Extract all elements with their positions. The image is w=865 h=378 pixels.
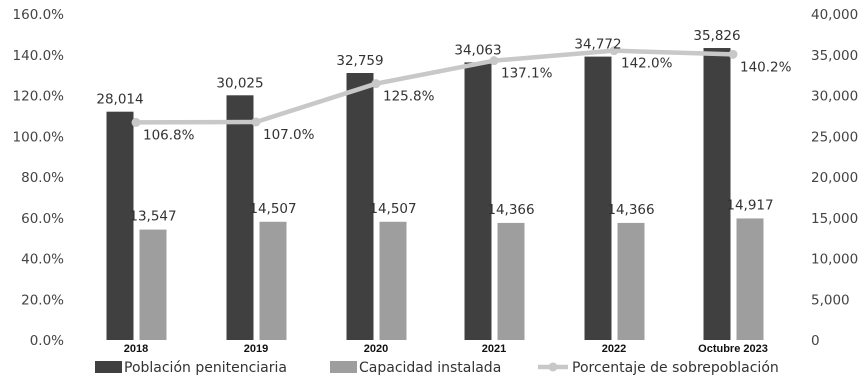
- label-porcentaje-sobrepoblacion: 137.1%: [501, 66, 553, 82]
- legend-swatch-capacidad: [330, 361, 357, 373]
- label-capacidad-instalada: 14,366: [607, 202, 654, 218]
- label-capacidad-instalada: 13,547: [129, 209, 176, 225]
- x-axis: 2018 2019 2020 2021 2022 Octubre 2023: [124, 343, 768, 355]
- label-poblacion-penitenciaria: 35,826: [693, 28, 740, 44]
- bar-poblacion-penitenciaria: [106, 111, 134, 340]
- bar-capacidad-instalada: [497, 222, 525, 340]
- point-porcentaje-sobrepoblacion: [371, 79, 381, 89]
- label-poblacion-penitenciaria: 32,759: [336, 53, 383, 69]
- y-axis-left: 0.0% 20.0% 40.0% 60.0% 80.0% 100.0% 120.0% 140.…: [13, 7, 65, 349]
- legend-label-poblacion: Población penitenciaria: [124, 360, 287, 376]
- y-left-tick-label: 120.0%: [13, 89, 65, 105]
- bar-poblacion-penitenciaria: [703, 48, 731, 341]
- y-right-tick-label: 0: [811, 333, 820, 349]
- label-capacidad-instalada: 14,507: [249, 201, 296, 217]
- legend-label-sobrepoblacion: Porcentaje de sobrepoblación: [572, 360, 779, 376]
- line-series: [131, 46, 738, 127]
- y-left-tick-label: 160.0%: [13, 7, 65, 23]
- bar-capacidad-instalada: [379, 221, 407, 340]
- label-capacidad-instalada: 14,917: [726, 197, 773, 213]
- y-right-tick-label: 5,000: [811, 292, 850, 308]
- label-capacidad-instalada: 14,507: [369, 201, 416, 217]
- y-left-tick-label: 140.0%: [13, 48, 65, 64]
- x-tick-label: 2020: [364, 343, 388, 355]
- y-right-tick-label: 25,000: [811, 129, 858, 145]
- point-porcentaje-sobrepoblacion: [131, 117, 141, 127]
- label-porcentaje-sobrepoblacion: 107.0%: [263, 127, 315, 143]
- bar-capacidad-instalada: [736, 218, 764, 340]
- bar-capacidad-instalada: [139, 229, 167, 340]
- label-porcentaje-sobrepoblacion: 125.8%: [383, 89, 435, 105]
- bar-poblacion-penitenciaria: [584, 56, 612, 340]
- label-poblacion-penitenciaria: 30,025: [216, 75, 263, 91]
- label-poblacion-penitenciaria: 28,014: [96, 92, 143, 108]
- bar-poblacion-penitenciaria: [464, 62, 492, 341]
- x-tick-label: 2019: [244, 343, 268, 355]
- y-axis-right: 0 5,000 10,000 15,000 20,000 25,000 30,000 35,0…: [811, 7, 858, 349]
- y-right-tick-label: 20,000: [811, 170, 858, 186]
- point-porcentaje-sobrepoblacion: [251, 117, 261, 127]
- point-porcentaje-sobrepoblacion: [489, 56, 499, 66]
- y-left-tick-label: 0.0%: [30, 333, 64, 349]
- y-right-tick-label: 15,000: [811, 211, 858, 227]
- y-right-tick-label: 30,000: [811, 89, 858, 105]
- point-porcentaje-sobrepoblacion: [609, 46, 619, 56]
- bar-poblacion-penitenciaria: [226, 95, 254, 340]
- y-right-tick-label: 40,000: [811, 7, 858, 23]
- x-tick-label: 2021: [482, 343, 506, 355]
- bar-capacidad-instalada: [259, 221, 287, 340]
- point-porcentaje-sobrepoblacion: [728, 49, 738, 59]
- bar-poblacion-penitenciaria: [346, 73, 374, 340]
- legend-label-capacidad: Capacidad instalada: [359, 360, 501, 376]
- label-porcentaje-sobrepoblacion: 142.0%: [621, 56, 673, 72]
- y-left-tick-label: 20.0%: [21, 292, 64, 308]
- bar-capacidad-instalada: [617, 222, 645, 340]
- legend: Población penitenciaria Capacidad instala…: [95, 360, 779, 376]
- data-labels: 28,014 13,547 30,025 14,507 32,759 14,507 34,0…: [96, 28, 791, 225]
- label-porcentaje-sobrepoblacion: 106.8%: [143, 127, 195, 143]
- y-right-tick-label: 10,000: [811, 252, 858, 268]
- label-porcentaje-sobrepoblacion: 140.2%: [740, 59, 792, 75]
- x-tick-label: 2018: [124, 343, 148, 355]
- x-tick-label: 2022: [602, 343, 626, 355]
- label-poblacion-penitenciaria: 34,063: [454, 42, 501, 58]
- x-tick-label: Octubre 2023: [698, 343, 768, 355]
- y-right-tick-label: 35,000: [811, 48, 858, 64]
- y-left-tick-label: 80.0%: [21, 170, 64, 186]
- bars: [106, 48, 764, 341]
- legend-swatch-poblacion: [95, 361, 122, 373]
- line-porcentaje-sobrepoblacion: [135, 48, 734, 125]
- y-left-tick-label: 40.0%: [21, 252, 64, 268]
- label-capacidad-instalada: 14,366: [487, 202, 534, 218]
- y-left-tick-label: 100.0%: [13, 129, 65, 145]
- label-poblacion-penitenciaria: 34,772: [574, 37, 621, 53]
- legend-swatch-sobrepoblacion-marker: [548, 362, 558, 372]
- y-left-tick-label: 60.0%: [21, 211, 64, 227]
